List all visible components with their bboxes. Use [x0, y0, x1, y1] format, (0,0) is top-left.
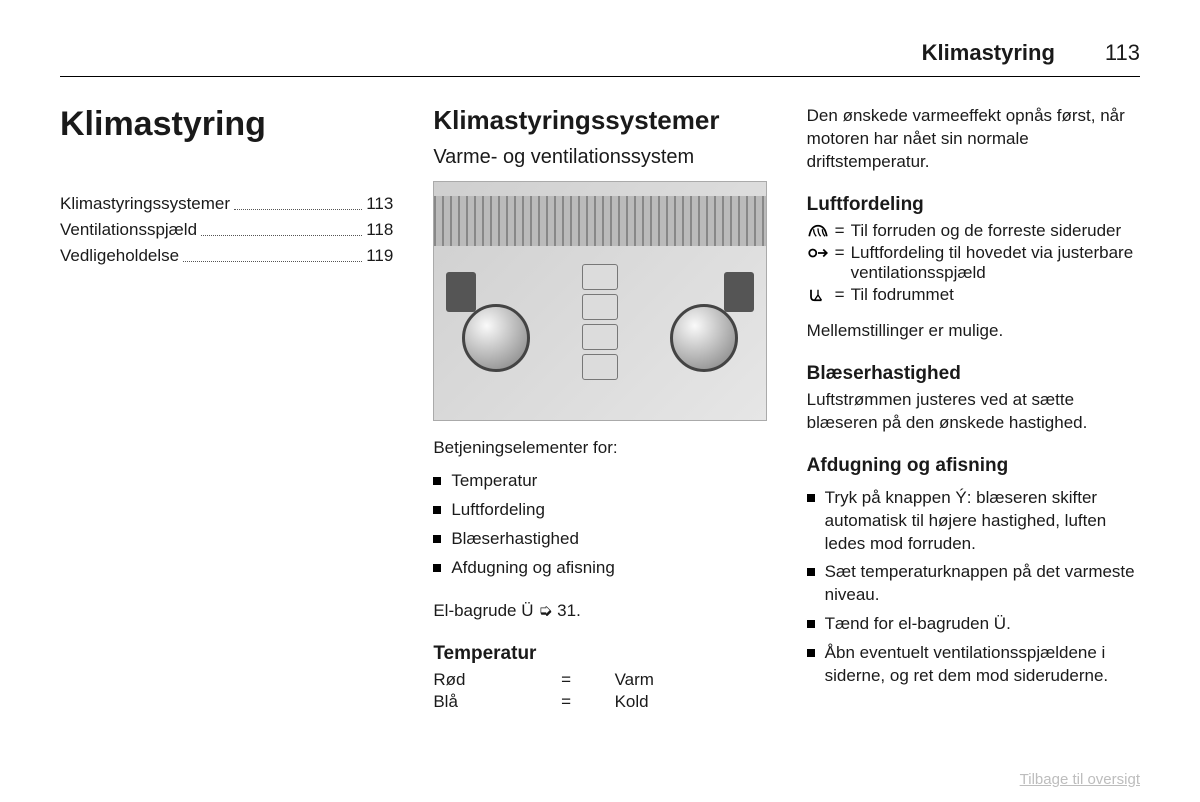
climate-control-panel-image: [433, 181, 766, 421]
air-distribution-table: =Til forruden og de forreste sideruder=L…: [807, 220, 1140, 306]
subsection-title: Varme- og ventilationssystem: [433, 146, 766, 169]
list-item: Afdugning og afisning: [433, 557, 766, 580]
panel-front-defrost-button: [446, 272, 476, 312]
list-item: Sæt temperaturknappen på det varmeste ni…: [807, 561, 1140, 607]
panel-airflow-button: [582, 354, 618, 380]
airdist-text: Til fodrummet: [851, 284, 1140, 306]
list-item: Åbn eventuelt ventilationsspjældene i si…: [807, 642, 1140, 688]
panel-fan-speed-dial: [670, 304, 738, 372]
equals: =: [835, 242, 851, 284]
column-left: Klimastyring Klimastyringssystemer 113 Ve…: [60, 105, 393, 727]
toc-row[interactable]: Ventilationsspjæld 118: [60, 220, 393, 240]
toc-label: Ventilationsspjæld: [60, 220, 197, 240]
list-item: Blæserhastighed: [433, 528, 766, 551]
equals: =: [561, 669, 614, 691]
toc-label: Klimastyringssystemer: [60, 194, 230, 214]
toc-dots: [201, 220, 362, 236]
controls-intro: Betjeningselementer for:: [433, 437, 766, 460]
panel-temperature-dial: [462, 304, 530, 372]
airdist-icon-cell: [807, 242, 835, 284]
controls-list: Temperatur Luftfordeling Blæserhastighed Af…: [433, 470, 766, 586]
list-item: Tryk på knappen Ý: blæseren skifter auto…: [807, 487, 1140, 556]
page-header: Klimastyring 113: [60, 40, 1140, 66]
airdist-text: Luftfordeling til hovedet via justerbare…: [851, 242, 1140, 284]
panel-airflow-button: [582, 324, 618, 350]
table-row: Rød=Varm: [433, 669, 766, 691]
table-row: =Til fodrummet: [807, 284, 1140, 306]
column-right: Den ønskede varmeeffekt opnås først, når…: [807, 105, 1140, 727]
defog-heading: Afdugning og afisning: [807, 455, 1140, 477]
defog-list: Tryk på knappen Ý: blæseren skifter auto…: [807, 487, 1140, 695]
equals: =: [835, 220, 851, 242]
toc-page: 118: [366, 220, 393, 240]
panel-airflow-button: [582, 264, 618, 290]
fan-speed-heading: Blæserhastighed: [807, 363, 1140, 385]
face-vent-icon: [807, 246, 829, 260]
panel-vents: [434, 196, 765, 246]
table-row: =Til forruden og de forreste sideruder: [807, 220, 1140, 242]
panel-rear-defrost-button: [724, 272, 754, 312]
air-distribution-note: Mellemstillinger er mulige.: [807, 320, 1140, 343]
temp-value: Kold: [615, 691, 767, 713]
airdist-text: Til forruden og de forreste sideruder: [851, 220, 1140, 242]
airdist-icon-cell: [807, 220, 835, 242]
fan-speed-text: Luftstrømmen justeres ved at sætte blæse…: [807, 389, 1140, 435]
toc-dots: [183, 246, 362, 262]
chapter-title: Klimastyring: [60, 105, 393, 144]
toc-row[interactable]: Vedligeholdelse 119: [60, 246, 393, 266]
airdist-icon-cell: [807, 284, 835, 306]
panel-airflow-button: [582, 294, 618, 320]
list-item: Luftfordeling: [433, 499, 766, 522]
column-middle: Klimastyringssystemer Varme- og ventilat…: [433, 105, 766, 727]
rear-window-line: El-bagrude Ü ➭ 31.: [433, 600, 766, 623]
header-divider: [60, 76, 1140, 77]
list-item: Temperatur: [433, 470, 766, 493]
temp-value: Varm: [615, 669, 767, 691]
section-title: Klimastyringssystemer: [433, 105, 766, 136]
intro-paragraph: Den ønskede varmeeffekt opnås først, når…: [807, 105, 1140, 174]
toc-page: 113: [366, 194, 393, 214]
windshield-icon: [807, 224, 829, 238]
equals: =: [835, 284, 851, 306]
header-page-number: 113: [1105, 40, 1140, 66]
header-section-title: Klimastyring: [922, 40, 1055, 66]
three-column-layout: Klimastyring Klimastyringssystemer 113 Ve…: [60, 105, 1140, 727]
back-to-overview-link[interactable]: Tilbage til oversigt: [1020, 771, 1140, 788]
temperature-heading: Temperatur: [433, 643, 766, 665]
temp-key: Blå: [433, 691, 561, 713]
list-item: Tænd for el-bagruden Ü.: [807, 613, 1140, 636]
toc-row[interactable]: Klimastyringssystemer 113: [60, 194, 393, 214]
table-of-contents: Klimastyringssystemer 113 Ventilationsspj…: [60, 194, 393, 272]
floor-vent-icon: [807, 288, 829, 302]
table-row: =Luftfordeling til hovedet via justerbar…: [807, 242, 1140, 284]
equals: =: [561, 691, 614, 713]
toc-dots: [234, 194, 362, 210]
air-distribution-heading: Luftfordeling: [807, 194, 1140, 216]
temp-key: Rød: [433, 669, 561, 691]
toc-page: 119: [366, 246, 393, 266]
toc-label: Vedligeholdelse: [60, 246, 179, 266]
temperature-table: Rød=VarmBlå=Kold: [433, 669, 766, 713]
table-row: Blå=Kold: [433, 691, 766, 713]
